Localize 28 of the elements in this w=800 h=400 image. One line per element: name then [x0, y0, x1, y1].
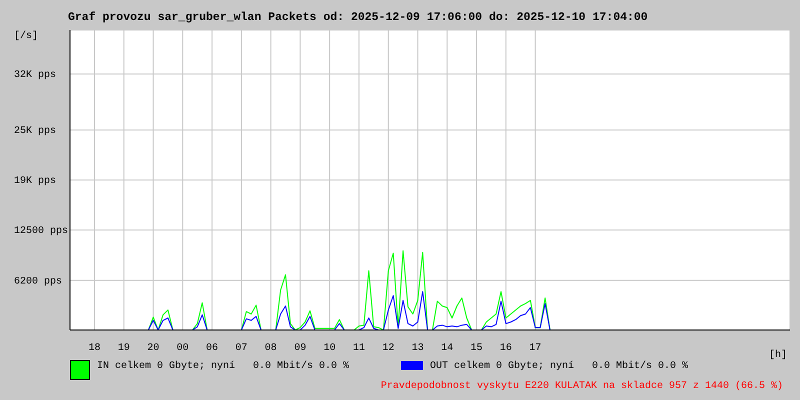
x-tick-label: 00: [176, 343, 189, 354]
x-tick-label: 13: [412, 343, 424, 354]
x-tick-label: 18: [88, 343, 100, 354]
y-tick-label: 25K pps: [14, 126, 56, 136]
x-tick-label: 10: [324, 343, 336, 354]
x-tick-label: 12: [382, 343, 394, 354]
y-tick-label: 12500 pps: [14, 226, 68, 236]
x-tick-label: 09: [294, 343, 306, 354]
x-tick-label: 16: [500, 343, 512, 354]
x-tick-label: 15: [470, 343, 483, 354]
legend-label: OUT celkem 0 Gbyte; nyní 0.0 Mbit/s 0.0 %: [430, 361, 688, 373]
text: Pravdepodobnost vyskytu E220 KULATAK na skladce 957 z 1440 (66.5 %): [380, 381, 783, 392]
x-tick-label: 06: [206, 343, 218, 354]
y-axis-title: [/s]: [14, 31, 38, 42]
x-tick-label: 20: [147, 343, 160, 354]
y-tick-label: 32K pps: [14, 70, 56, 80]
x-tick-label: 17: [529, 343, 542, 354]
x-tick-label: 08: [264, 343, 277, 354]
x-tick-label: 07: [235, 343, 248, 354]
chart-title: Graf provozu sar_gruber_wlan Packets od: 2025-12-09 17:06:00 do: 2025-12-10 17:04:00: [68, 11, 648, 24]
y-tick-label: 6200 pps: [14, 276, 62, 287]
line-series: [148, 250, 550, 330]
legend-label: IN celkem 0 Gbyte; nyní 0.0 Mbit/s 0.0 %: [97, 361, 350, 373]
y-tick-label: 19K pps: [14, 176, 56, 186]
x-tick-label: 14: [441, 343, 454, 354]
x-tick-label: 11: [352, 343, 365, 354]
x-axis-title: [h]: [768, 350, 787, 361]
x-tick-label: 19: [118, 343, 130, 354]
